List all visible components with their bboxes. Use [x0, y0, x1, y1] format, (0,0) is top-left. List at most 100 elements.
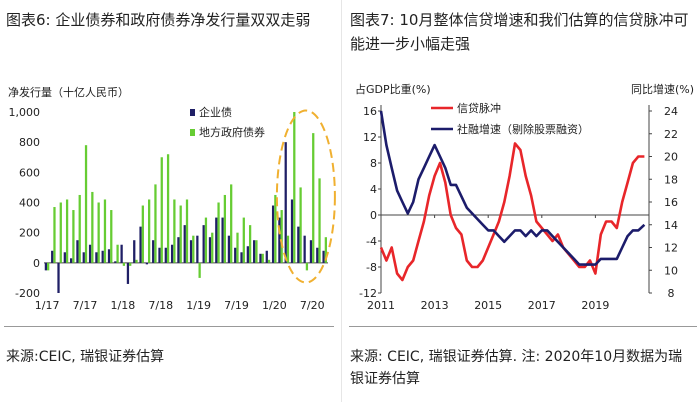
- bar: [305, 262, 309, 271]
- right-panel: 图表7: 10月整体信贷增速和我们估算的信贷脉冲可能进一步小幅走强 来源: CE…: [347, 0, 700, 402]
- bar: [166, 154, 170, 263]
- x-tick-label: 7/19: [224, 299, 249, 312]
- bar: [72, 210, 75, 263]
- bar: [88, 244, 92, 263]
- bar: [274, 194, 277, 263]
- bar: [253, 240, 256, 263]
- bar: [290, 199, 294, 263]
- bar: [107, 249, 111, 263]
- right-tick-label: 20: [664, 151, 678, 164]
- bar: [265, 250, 268, 263]
- bar: [318, 178, 321, 263]
- bar: [286, 235, 290, 263]
- bar: [196, 235, 199, 263]
- bar: [129, 262, 132, 266]
- right-tick-label: 12: [664, 242, 678, 255]
- bar: [227, 235, 231, 263]
- y-tick-label: 200: [19, 227, 40, 240]
- y-tick-label: -200: [15, 287, 40, 300]
- bar: [280, 210, 283, 263]
- highlight-ellipse: [275, 109, 336, 284]
- left-tick-label: 0: [370, 209, 377, 222]
- bar: [189, 240, 193, 263]
- bar: [267, 259, 271, 263]
- bar: [170, 244, 174, 263]
- bar: [78, 194, 81, 263]
- bar: [242, 217, 245, 263]
- x-tick-label: 2013: [421, 299, 449, 312]
- bar: [185, 199, 189, 263]
- bar: [116, 244, 119, 263]
- left-tick-label: 4: [370, 183, 377, 196]
- x-tick-label: 1/20: [262, 299, 287, 312]
- x-tick-label: 7/18: [148, 299, 173, 312]
- x-tick-label: 2015: [474, 299, 502, 312]
- x-tick-label: 7/17: [73, 299, 98, 312]
- line-chart: 占GDP比重(%) 同比增速(%) -12 -8 -4 0 4 8 12 16 8 10 12 14 16 1…: [355, 82, 694, 312]
- bar: [141, 205, 144, 263]
- bar: [299, 187, 302, 263]
- left-tick-label: -4: [366, 235, 377, 248]
- bar: [221, 217, 224, 263]
- bar: [47, 262, 50, 271]
- x-tick-label: 1/17: [35, 299, 60, 312]
- bar: [95, 252, 98, 263]
- impulse-line: [379, 142, 645, 282]
- bar: [148, 199, 151, 263]
- bar: [303, 235, 306, 263]
- left-tick-label: 12: [363, 131, 377, 144]
- bar: [57, 262, 60, 293]
- bar: [215, 217, 218, 263]
- y-tick-label: 600: [19, 166, 40, 179]
- bar: [63, 252, 66, 263]
- bar: [173, 199, 176, 263]
- bar: [183, 225, 186, 263]
- y-tick-label: 400: [19, 197, 40, 210]
- bar: [164, 247, 167, 263]
- left-tick-label: 16: [363, 105, 377, 118]
- bar: [234, 247, 237, 263]
- left-panel: 图表6: 企业债券和政府债券净发行量双双走弱 来源:CEIC, 瑞银证券估算 净…: [0, 0, 338, 402]
- bar: [198, 262, 201, 278]
- bar: [271, 205, 275, 263]
- left-tick-label: -12: [359, 287, 377, 300]
- right-tick-label: 8: [668, 287, 675, 300]
- bar: [145, 262, 149, 265]
- x-tick-label: 2017: [528, 299, 556, 312]
- bar: [101, 250, 104, 263]
- bar: [126, 262, 130, 284]
- divider-line: [4, 326, 334, 327]
- bar: [293, 112, 296, 263]
- bar: [103, 199, 107, 263]
- bar: [135, 259, 138, 263]
- bar: [97, 202, 100, 263]
- tsf-line: [379, 110, 646, 266]
- divider-line: [349, 326, 697, 327]
- x-tick-label: 2011: [367, 299, 395, 312]
- bar: [223, 194, 227, 263]
- right-axis-label: 同比增速(%): [631, 82, 694, 96]
- x-tick-label: 7/20: [300, 299, 325, 312]
- bar: [158, 247, 161, 263]
- bar: [177, 237, 180, 263]
- bar: [322, 250, 325, 263]
- bar: [76, 240, 79, 263]
- bar: [259, 253, 262, 263]
- bar: [230, 184, 233, 263]
- y-tick-label: 0: [33, 257, 40, 270]
- source-note: 来源:CEIC, 瑞银证券估算: [6, 349, 165, 365]
- bar: [160, 157, 163, 263]
- bar: [84, 145, 88, 263]
- bar-chart: 净发行量（十亿人民币） -200 0 200 400 600 800 1,000 1/17 7/1…: [8, 85, 336, 312]
- legend-swatch: [190, 129, 195, 136]
- bar: [278, 217, 281, 263]
- bar: [316, 247, 319, 263]
- bar: [204, 217, 208, 263]
- bar: [236, 232, 239, 263]
- chart-title: 图表7: 10月整体信贷增速和我们估算的信贷脉冲可能进一步小幅走强: [350, 11, 689, 53]
- right-tick-label: 10: [664, 264, 678, 277]
- right-tick-label: 16: [664, 196, 678, 209]
- x-tick-label: 1/18: [111, 299, 136, 312]
- bar: [309, 240, 313, 263]
- y-axis-label: 净发行量（十亿人民币）: [8, 85, 129, 99]
